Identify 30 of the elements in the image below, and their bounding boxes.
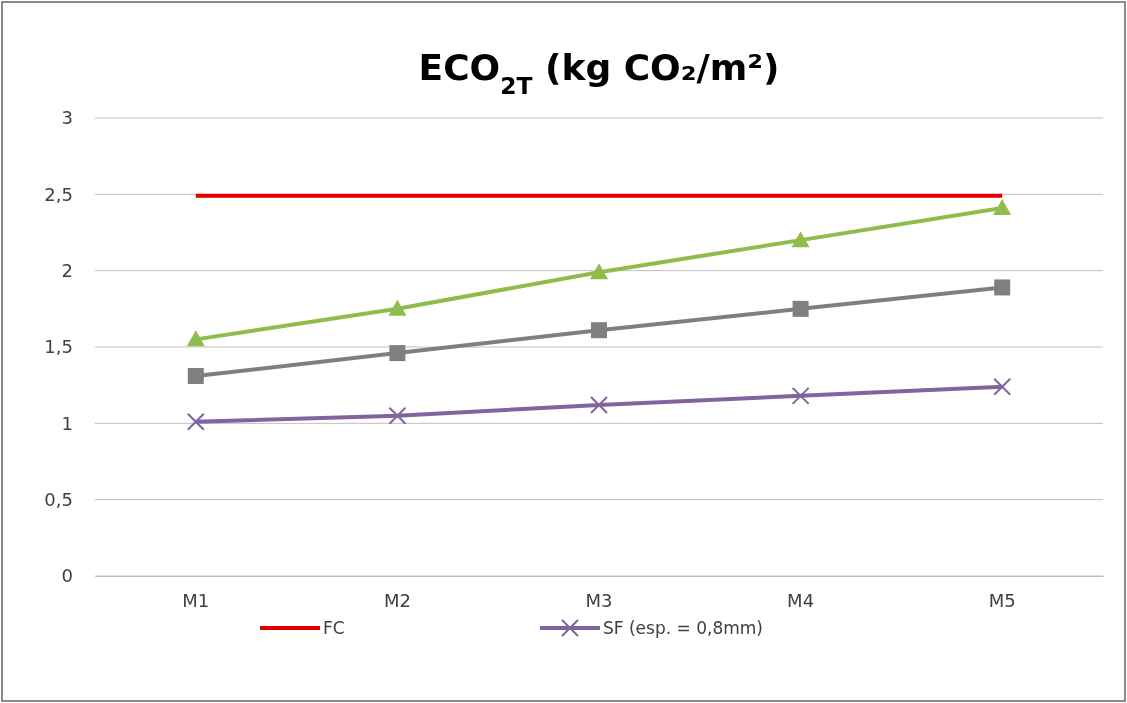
point xyxy=(792,300,809,317)
point xyxy=(590,263,608,280)
x-tick-label: M4 xyxy=(787,589,815,611)
x-tick-label: M1 xyxy=(182,589,210,611)
y-tick-label: 2 xyxy=(61,259,73,281)
point xyxy=(389,345,406,362)
point xyxy=(590,396,608,415)
point xyxy=(994,279,1011,296)
point xyxy=(187,368,204,385)
y-tick-label: 0 xyxy=(61,565,73,587)
point xyxy=(186,412,205,431)
point xyxy=(388,299,407,316)
point xyxy=(791,231,810,248)
x-tick-label: M5 xyxy=(988,589,1016,611)
point xyxy=(591,322,607,339)
y-tick-label: 3 xyxy=(61,107,73,129)
point xyxy=(993,199,1012,216)
x-tick-label: M2 xyxy=(383,589,411,611)
chart-title: ECO$_{2T}$ (kg CO₂/m²) xyxy=(418,47,780,100)
y-tick-label: 2,5 xyxy=(44,183,73,205)
point xyxy=(186,330,205,347)
y-tick-label: 1,5 xyxy=(44,336,73,358)
point xyxy=(791,386,810,405)
point xyxy=(993,377,1012,396)
y-tick-label: 0,5 xyxy=(44,488,73,510)
x-tick-label: M3 xyxy=(585,589,613,611)
legend-label: FC xyxy=(323,618,345,638)
point xyxy=(388,406,407,425)
legend-label: SF (esp. = 0,8mm) xyxy=(603,618,763,638)
y-tick-label: 1 xyxy=(61,412,73,434)
